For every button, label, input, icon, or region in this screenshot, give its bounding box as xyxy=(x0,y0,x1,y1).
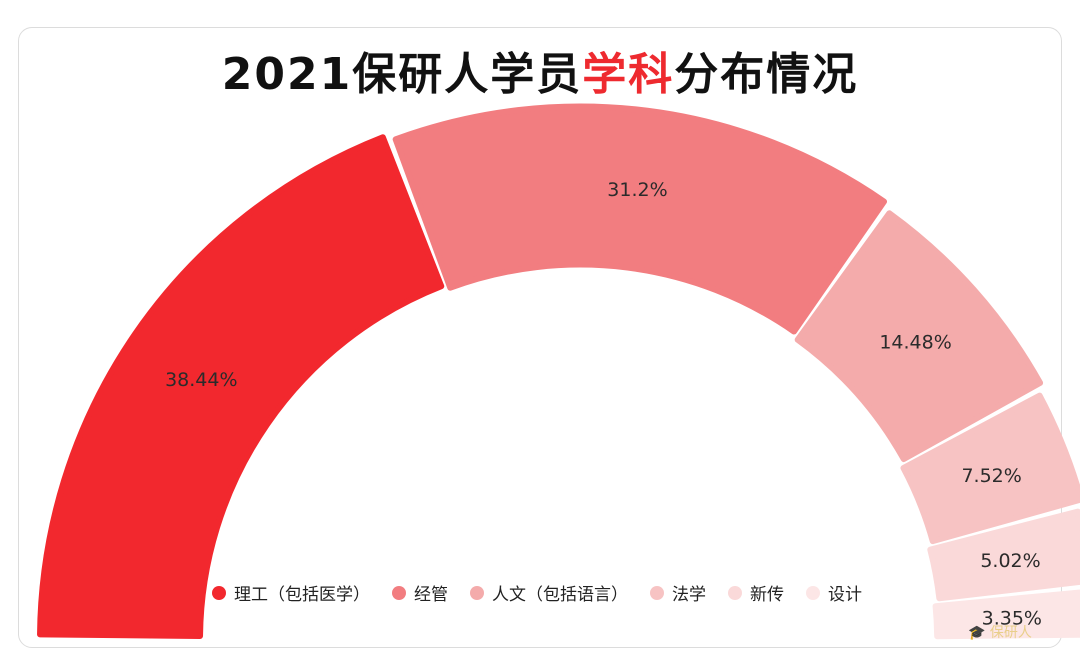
legend-swatch xyxy=(806,585,820,600)
legend-label: 人文（包括语言） xyxy=(492,585,628,605)
title-highlight: 学科 xyxy=(582,49,675,100)
legend-swatch xyxy=(728,585,742,600)
legend-swatch xyxy=(470,585,484,600)
legend-label: 设计 xyxy=(828,585,862,605)
legend-swatch xyxy=(212,585,226,600)
chart-title: 2021保研人学员学科分布情况 xyxy=(0,38,1080,102)
legend-label: 理工（包括医学） xyxy=(234,585,370,605)
legend: 理工（包括医学） 经管 人文（包括语言） 法学 新传 设计 xyxy=(212,580,884,605)
data-label-4: 7.52% xyxy=(961,465,1021,487)
watermark-text: 保研人 xyxy=(989,625,1032,641)
donut-segment-2 xyxy=(392,103,888,335)
legend-label: 法学 xyxy=(672,585,706,605)
legend-item-6: 设计 xyxy=(806,580,862,605)
data-label-6: 3.35% xyxy=(982,607,1042,629)
legend-item-5: 新传 xyxy=(728,580,784,605)
legend-swatch xyxy=(392,585,406,600)
legend-swatch xyxy=(650,585,664,600)
donut-segment-1 xyxy=(37,134,445,640)
data-label-5: 5.02% xyxy=(980,550,1040,572)
legend-label: 经管 xyxy=(414,585,448,605)
legend-item-2: 经管 xyxy=(392,580,448,605)
data-label-2: 31.2% xyxy=(607,179,667,201)
donut-segment-5 xyxy=(927,508,1080,602)
legend-item-3: 人文（包括语言） xyxy=(470,580,628,605)
title-part-1: 2021保研人学员 xyxy=(221,49,583,100)
title-part-2: 分布情况 xyxy=(674,49,859,100)
watermark: 🎓 保研人 xyxy=(968,625,1032,641)
data-label-1: 38.44% xyxy=(165,369,237,391)
data-label-3: 14.48% xyxy=(879,332,951,354)
legend-label: 新传 xyxy=(750,585,784,605)
donut-segment-3 xyxy=(794,210,1044,463)
legend-item-1: 理工（包括医学） xyxy=(212,580,370,605)
donut-segment-4 xyxy=(900,392,1080,545)
legend-item-4: 法学 xyxy=(650,580,706,605)
donut-segment-6 xyxy=(932,589,1080,640)
